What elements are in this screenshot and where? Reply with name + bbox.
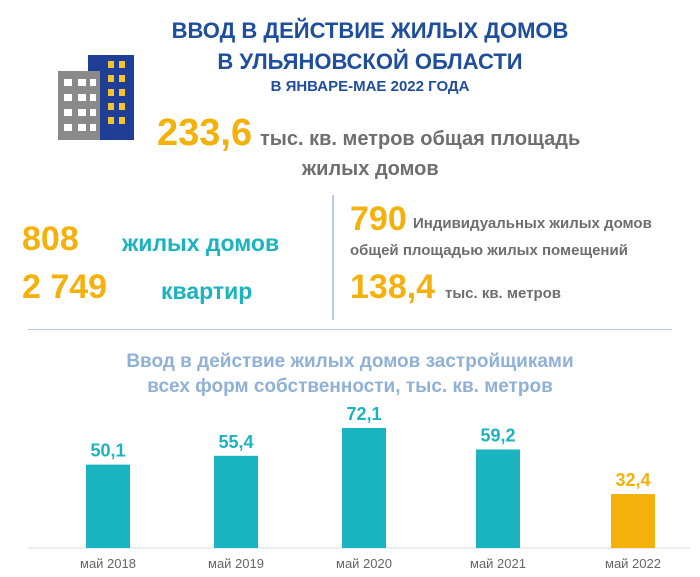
page-title-line1: ВВОД В ДЕЙСТВИЕ ЖИЛЫХ ДОМОВ	[171, 18, 569, 43]
individual-houses-label-line2: общей площадью жилых помещений	[350, 242, 628, 259]
x-tick-label-2: май 2020	[336, 556, 392, 571]
apartments-label: квартир	[161, 278, 253, 304]
x-tick-label-1: май 2019	[208, 556, 264, 571]
bar-value-label-0: 50,1	[90, 441, 125, 461]
page-title-line2: В УЛЬЯНОВСКОЙ ОБЛАСТИ	[217, 49, 523, 74]
houses-value: 808	[22, 220, 79, 258]
individual-area-label: тыс. кв. метров	[445, 285, 562, 302]
total-area-value: 233,6	[157, 112, 253, 154]
houses-label: жилых домов	[122, 230, 280, 256]
chart-title-line2: всех форм собственности, тыс. кв. метров	[147, 376, 553, 397]
bar-value-label-3: 59,2	[480, 425, 515, 445]
bar-value-label-2: 72,1	[346, 404, 381, 424]
x-tick-label-4: май 2022	[605, 556, 661, 571]
horizontal-divider	[28, 329, 672, 330]
bar-1	[214, 455, 258, 548]
page-subtitle: В ЯНВАРЕ-МАЕ 2022 ГОДА	[270, 78, 470, 95]
total-area-label-line1: тыс. кв. метров общая площадь	[260, 128, 581, 150]
individual-area-value: 138,4	[350, 268, 436, 306]
x-tick-label-3: май 2021	[470, 556, 526, 571]
apartment-building-icon	[58, 55, 134, 140]
bar-value-label-4: 32,4	[615, 470, 650, 490]
apartments-value: 2 749	[22, 268, 108, 306]
vertical-divider	[332, 195, 334, 320]
bar-2	[342, 428, 386, 548]
individual-houses-label-line1: Индивидуальных жилых домов	[413, 215, 652, 232]
bar-4	[611, 494, 655, 548]
x-tick-label-0: май 2018	[80, 556, 136, 571]
total-area-label-line2: жилых домов	[302, 158, 439, 180]
chart-title-line1: Ввод в действие жилых домов застройщикам…	[126, 351, 574, 372]
bar-value-label-1: 55,4	[218, 432, 253, 452]
bar-chart: 50,1 май 2018 55,4 май 2019 72,1 май 2020 59,2…	[28, 404, 690, 571]
individual-houses-value: 790	[350, 200, 407, 238]
bar-3	[476, 449, 520, 548]
bar-0	[86, 464, 130, 548]
